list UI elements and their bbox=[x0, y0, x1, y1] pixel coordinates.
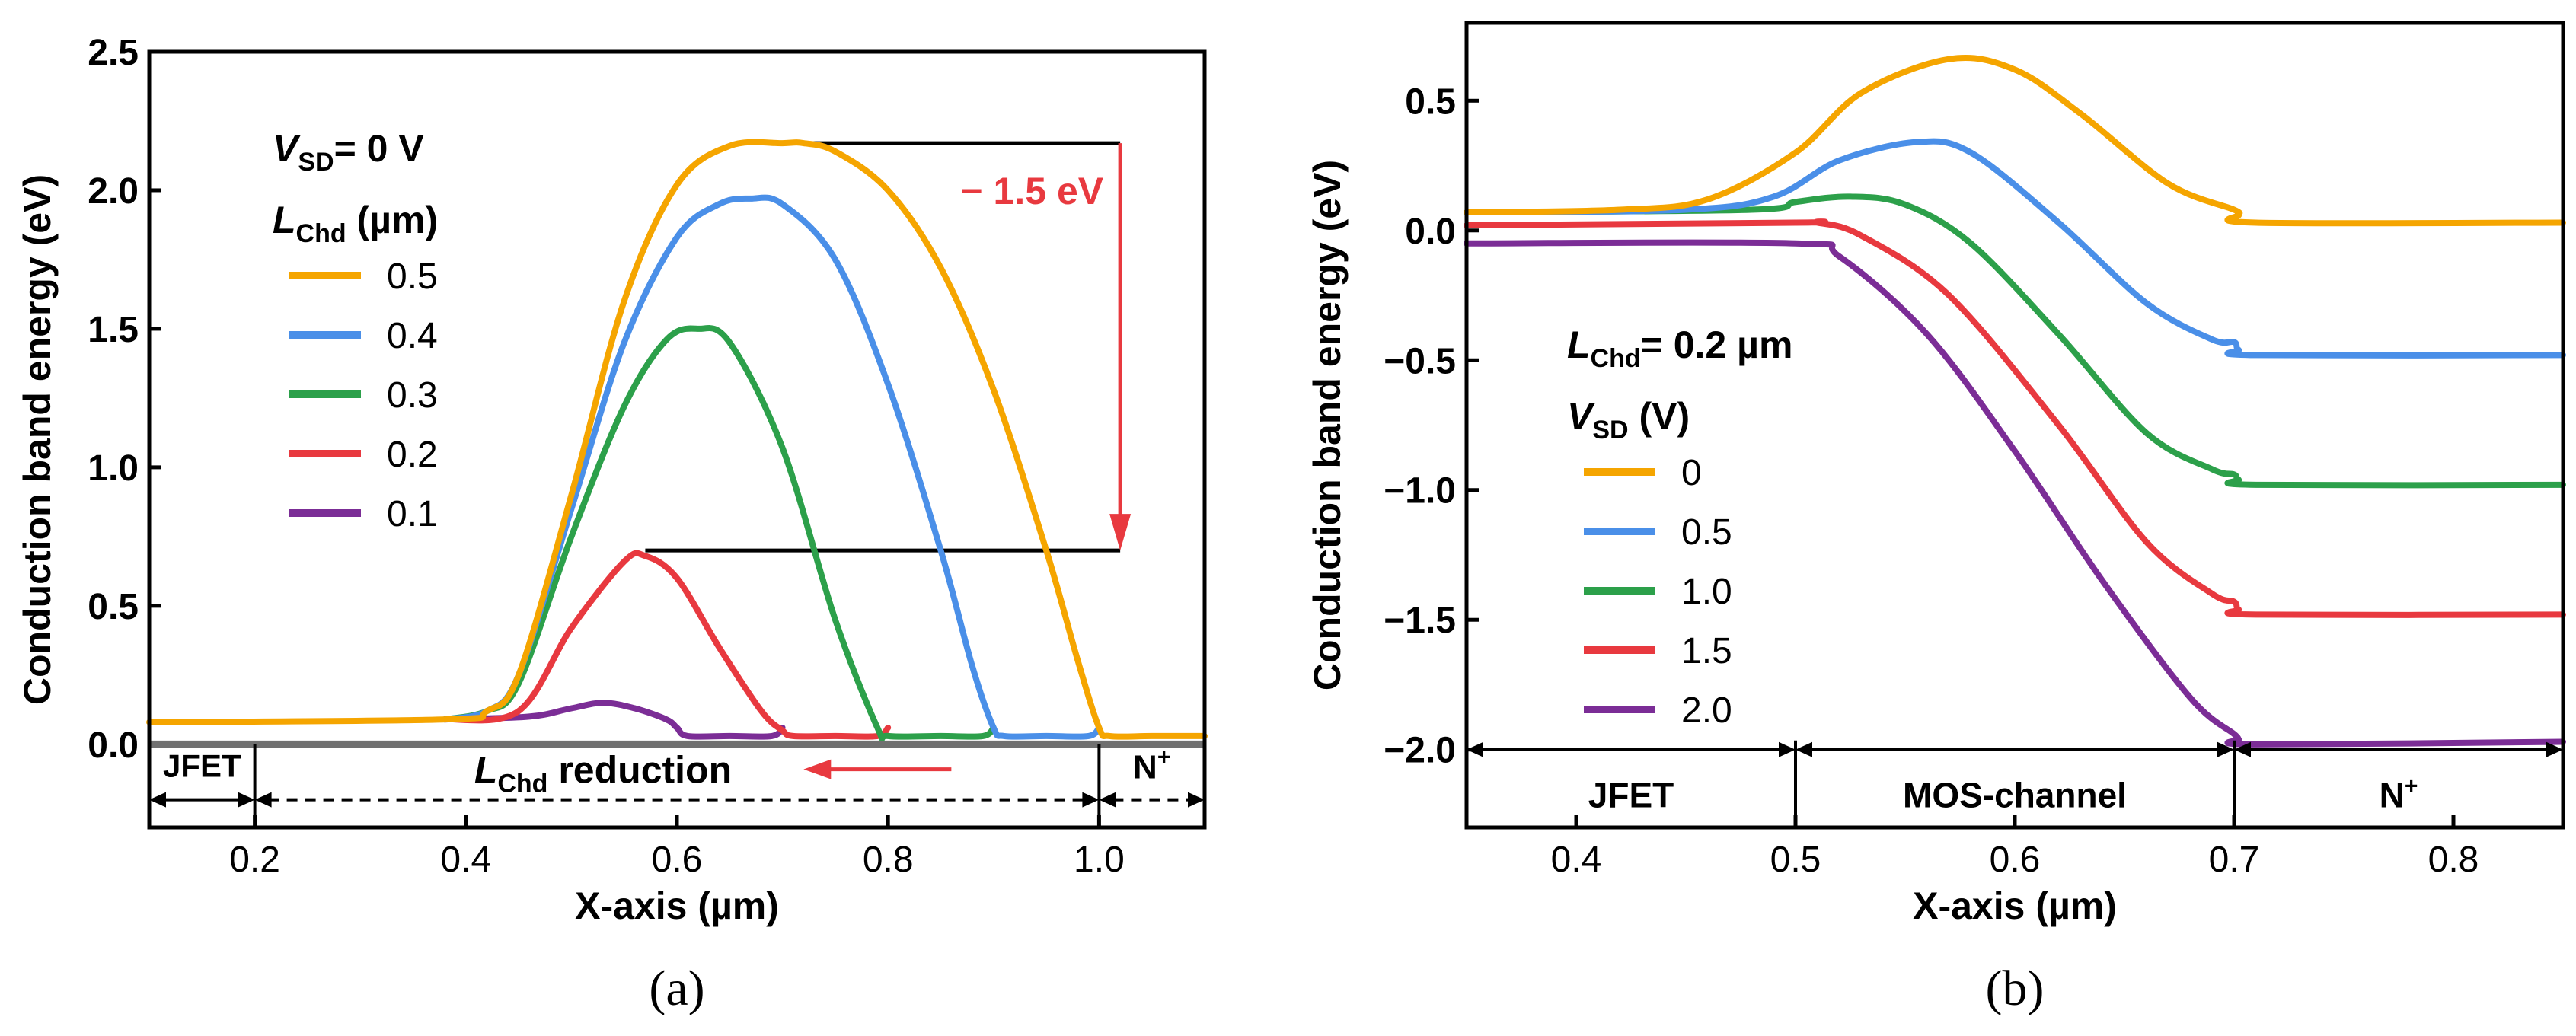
legend-label: 0 bbox=[1681, 453, 1702, 493]
series-line-0.2 bbox=[442, 550, 892, 740]
region-nplus-arrow-head-left bbox=[2234, 741, 2251, 757]
panel-b: 0.4 0.5 0.6 0.7 0.8 0.5 0.0 −0.5 −1.0 −1.5 −2.0 JF… bbox=[1306, 21, 2566, 1016]
panel-a-drop-arrowhead bbox=[1109, 514, 1132, 551]
y-tick-label: 2.5 bbox=[88, 33, 139, 73]
legend-label: 1.5 bbox=[1681, 631, 1732, 671]
x-tick-label: 0.4 bbox=[1551, 840, 1602, 880]
region-reduction-label: LChd reduction bbox=[474, 749, 732, 799]
y-tick-label: 1.0 bbox=[88, 448, 139, 489]
y-tick-label: −0.5 bbox=[1384, 341, 1456, 381]
panel-a-annotations: − 1.5 eV bbox=[645, 141, 1132, 553]
panel-a-y-axis-label: Conduction band energy (eV) bbox=[16, 174, 59, 705]
panel-a-caption: (a) bbox=[649, 961, 704, 1016]
legend-label: 2.0 bbox=[1681, 690, 1732, 731]
series-line-0.1 bbox=[442, 700, 786, 740]
x-tick-label: 0.6 bbox=[652, 840, 703, 880]
y-tick-label: 0.0 bbox=[1405, 212, 1456, 252]
region-reduction-arrow-head-left bbox=[254, 792, 272, 808]
series-line-0.3 bbox=[442, 325, 997, 742]
series-line-0.4 bbox=[442, 194, 1103, 740]
region-jfet-arrow-head-left bbox=[149, 792, 166, 808]
region-jfet-label: JFET bbox=[163, 748, 241, 784]
y-tick-label: −2.0 bbox=[1384, 731, 1456, 771]
region-nplus-arrow-head-right bbox=[2546, 741, 2563, 757]
region-mos-arrow-head-left bbox=[1796, 741, 1812, 757]
panel-b-y-axis-label: Conduction band energy (eV) bbox=[1306, 160, 1349, 690]
x-tick-label: 0.8 bbox=[863, 840, 914, 880]
x-tick-label: 0.5 bbox=[1770, 840, 1821, 880]
x-tick-label: 1.0 bbox=[1074, 840, 1125, 880]
region-nplus-arrow-head-left bbox=[1099, 792, 1116, 808]
panel-a-drop-label: − 1.5 eV bbox=[960, 170, 1103, 212]
panel-b-x-axis-label: X-axis (µm) bbox=[1913, 885, 2117, 927]
region-reduction-arrow-head-right bbox=[1082, 792, 1100, 808]
y-tick-label: 1.5 bbox=[88, 310, 139, 350]
region-mos-label: MOS-channel bbox=[1903, 776, 2127, 815]
y-tick-label: 0.5 bbox=[1405, 81, 1456, 122]
series-line-0.5 bbox=[146, 139, 1208, 740]
region-jfet-arrow-head-right bbox=[238, 792, 255, 808]
region-nplus-label: N+ bbox=[1133, 745, 1170, 786]
region-nplus-arrow-head-right bbox=[1188, 792, 1205, 808]
panel-b-legend: LChd= 0.2 µm VSD (V) 0 0.5 1.0 1.5 2.0 bbox=[1567, 324, 1792, 731]
y-tick-label: −1.0 bbox=[1384, 471, 1456, 512]
legend-title: LChd= 0.2 µm bbox=[1567, 324, 1792, 373]
legend-label: 0.5 bbox=[1681, 512, 1732, 553]
panel-a-plot-frame bbox=[147, 49, 1207, 830]
x-tick-label: 0.4 bbox=[440, 840, 491, 880]
region-mos-arrow-head-right bbox=[2217, 741, 2234, 757]
reduction-direction-arrowhead bbox=[803, 759, 832, 779]
series-line-1.0 bbox=[1464, 193, 2566, 489]
panel-b-regions: JFET MOS-channel N+ bbox=[1467, 740, 2563, 827]
legend-label: 0.1 bbox=[387, 494, 438, 534]
panel-b-plot-frame bbox=[1464, 21, 2565, 830]
series-line-1.5 bbox=[1464, 218, 2566, 618]
panel-a-regions: JFET LChd reduction N+ bbox=[149, 744, 1205, 827]
legend-label: 0.5 bbox=[387, 257, 438, 297]
series-line-0 bbox=[1464, 55, 2566, 227]
panel-a-x-axis-label: X-axis (µm) bbox=[575, 885, 779, 927]
region-jfet-arrow-head-left bbox=[1467, 741, 1483, 757]
legend-subtitle: LChd (µm) bbox=[273, 199, 438, 248]
y-tick-label: 0.5 bbox=[88, 587, 139, 627]
panel-a-legend: VSD= 0 V LChd (µm) 0.5 0.4 0.3 0.2 0.1 bbox=[273, 127, 438, 534]
legend-subtitle: VSD (V) bbox=[1567, 395, 1690, 445]
panel-b-caption: (b) bbox=[1986, 961, 2045, 1016]
x-tick-label: 0.6 bbox=[1990, 840, 2041, 880]
panel-a: 0.2 0.4 0.6 0.8 1.0 0.0 0.5 1.0 1.5 2.0 2.5 − 1.5 … bbox=[16, 33, 1208, 1016]
legend-label: 1.0 bbox=[1681, 572, 1732, 612]
y-tick-label: 2.0 bbox=[88, 171, 139, 212]
y-tick-label: 0.0 bbox=[88, 725, 139, 766]
series-line-2.0 bbox=[1464, 239, 2566, 748]
series-line-0.5 bbox=[1464, 138, 2566, 359]
x-tick-label: 0.2 bbox=[229, 840, 280, 880]
legend-title: VSD= 0 V bbox=[273, 127, 424, 177]
region-jfet-arrow-head-right bbox=[1779, 741, 1796, 757]
x-tick-label: 0.8 bbox=[2428, 840, 2479, 880]
panel-a-ticks: 0.2 0.4 0.6 0.8 1.0 0.0 0.5 1.0 1.5 2.0 2.5 bbox=[88, 33, 1125, 880]
y-tick-label: −1.5 bbox=[1384, 601, 1456, 641]
panel-a-series bbox=[146, 139, 1208, 742]
x-tick-label: 0.7 bbox=[2209, 840, 2260, 880]
region-jfet-label: JFET bbox=[1588, 776, 1674, 815]
panel-b-series bbox=[1464, 55, 2566, 748]
legend-label: 0.3 bbox=[387, 375, 438, 416]
legend-label: 0.4 bbox=[387, 316, 438, 356]
legend-label: 0.2 bbox=[387, 435, 438, 475]
region-nplus-label: N+ bbox=[2380, 774, 2418, 815]
